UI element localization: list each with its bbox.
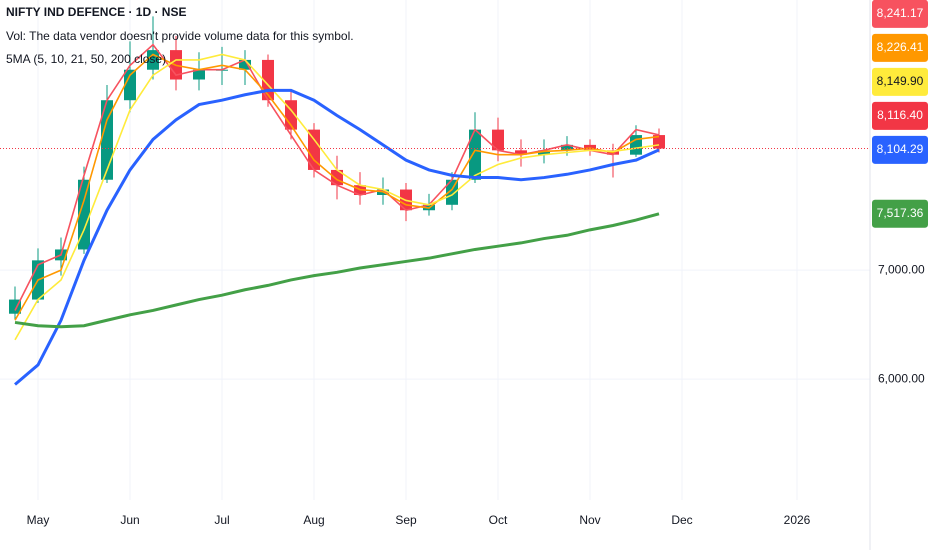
y-tick-label: 6,000.00 — [878, 371, 925, 385]
candle-body — [561, 144, 573, 151]
price-badge-label: 7,517.36 — [877, 206, 924, 220]
moving-average-line — [14, 212, 660, 329]
moving-average-line — [14, 53, 660, 321]
x-tick-label: Dec — [671, 513, 692, 527]
indicator-label: 5MA (5, 10, 21, 50, 200 close) — [6, 52, 166, 66]
price-badge — [872, 33, 928, 62]
x-tick-label: 2026 — [784, 513, 811, 527]
price-badge — [872, 0, 928, 28]
price-badge-label: 8,149.90 — [877, 74, 924, 88]
price-badge-label: 8,104.29 — [877, 142, 924, 156]
candle-body — [124, 69, 136, 101]
candle-body — [538, 150, 550, 155]
x-tick-label: Jun — [120, 513, 139, 527]
price-badge-label: 8,226.41 — [877, 40, 924, 54]
x-tick-label: May — [27, 513, 50, 527]
x-tick-label: Nov — [579, 513, 600, 527]
moving-average-line — [14, 43, 660, 311]
price-badge — [872, 67, 928, 96]
candle-body — [630, 135, 642, 155]
volume-note: Vol: The data vendor doesn't provide vol… — [6, 29, 354, 43]
candle-body — [492, 129, 504, 151]
price-badge — [872, 135, 928, 164]
price-scale: 7,517.36 8,104.29 8,116.40 8,149.90 8,226.41… — [872, 0, 928, 228]
price-badge-label: 8,241.17 — [877, 6, 924, 20]
candle-body — [78, 179, 90, 250]
price-badge-label: 8,116.40 — [877, 108, 923, 122]
x-tick-label: Aug — [303, 513, 324, 527]
candle-body — [469, 129, 481, 180]
price-badge — [872, 199, 928, 228]
candle-body — [101, 100, 113, 180]
plot — [0, 16, 870, 386]
x-tick-label: Oct — [489, 513, 508, 527]
chart-title: NIFTY IND DEFENCE · 1D · NSE — [6, 5, 186, 19]
y-tick-label: 7,000.00 — [878, 262, 925, 276]
x-tick-label: Jul — [214, 513, 229, 527]
candle-body — [308, 129, 320, 170]
grid — [0, 0, 870, 500]
moving-average-line — [14, 88, 660, 386]
price-badge — [872, 101, 928, 130]
candle-body — [515, 150, 527, 155]
x-tick-label: Sep — [395, 513, 417, 527]
candle-body — [239, 59, 251, 70]
moving-average-line — [14, 53, 660, 341]
candle-body — [193, 69, 205, 80]
